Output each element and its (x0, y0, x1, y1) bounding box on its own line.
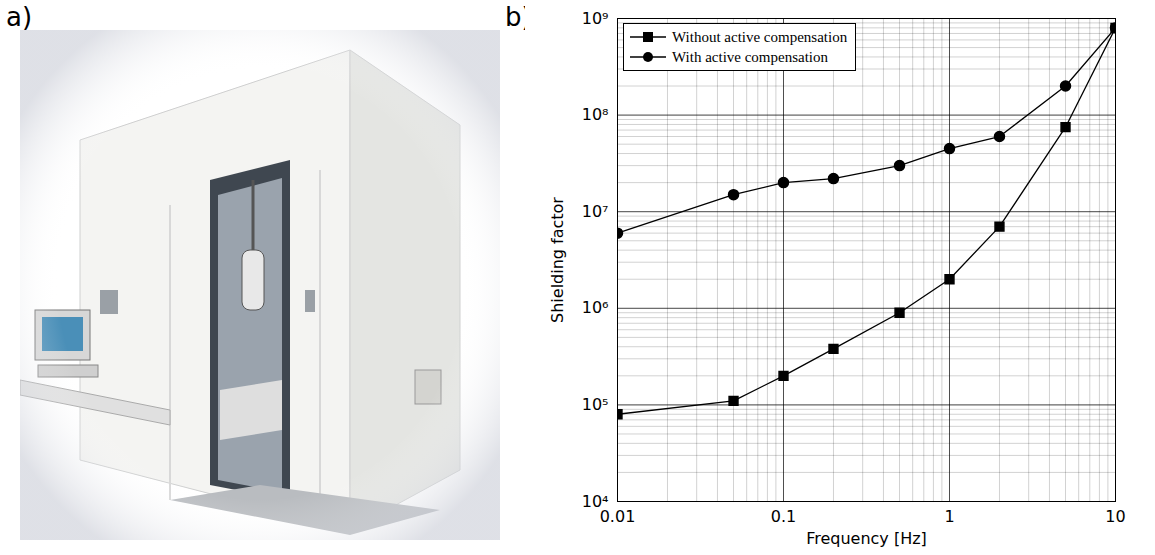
svg-text:10⁸: 10⁸ (582, 105, 609, 124)
html-text:a): a) (6, 2, 33, 32)
svg-text:10: 10 (1105, 507, 1125, 526)
html-text:Without active compensation: Without active compensation (672, 29, 848, 45)
html-text:b): b) (505, 2, 532, 32)
svg-text:0.1: 0.1 (771, 507, 796, 526)
svg-text:Shielding factor: Shielding factor (548, 197, 567, 323)
html-text:With active compensation: With active compensation (672, 49, 828, 65)
svg-text:1: 1 (944, 507, 954, 526)
svg-text:0.01: 0.01 (600, 507, 636, 526)
svg-text:10⁷: 10⁷ (582, 202, 609, 221)
svg-text:Frequency [Hz]: Frequency [Hz] (806, 529, 927, 548)
svg-text:10⁶: 10⁶ (582, 298, 609, 317)
svg-text:10⁵: 10⁵ (582, 395, 609, 414)
svg-text:10⁴: 10⁴ (581, 491, 609, 511)
svg-text:10⁹: 10⁹ (582, 9, 609, 28)
